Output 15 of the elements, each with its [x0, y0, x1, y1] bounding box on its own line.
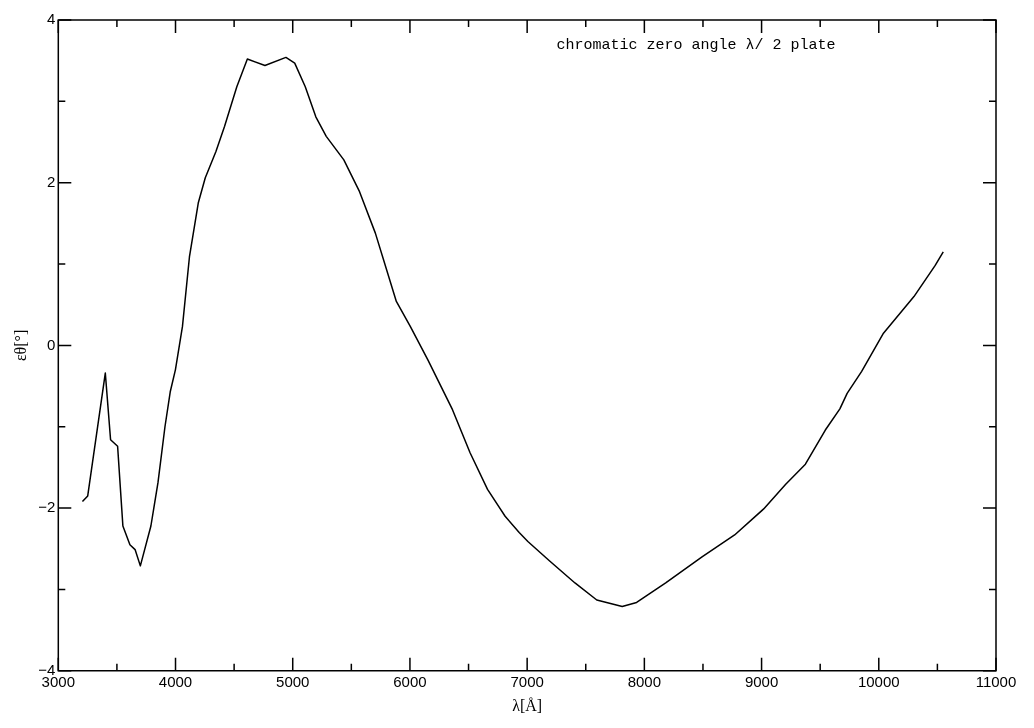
x-tick-label: 5000	[276, 672, 310, 690]
x-tick-label: 9000	[744, 672, 779, 690]
x-tick-label: 10000	[857, 672, 900, 690]
x-tick-label: 11000	[975, 672, 1017, 690]
x-tick-label: 7000	[510, 672, 544, 690]
x-tick-label: 4000	[158, 672, 193, 690]
x-tick-label: 6000	[393, 672, 427, 690]
y-axis-title: εθ[°]	[11, 329, 29, 362]
x-axis-title: λ[Å]	[512, 696, 543, 714]
y-tick-label: 4	[46, 10, 56, 28]
y-tick-label: 2	[46, 172, 56, 190]
y-tick-label: −2	[38, 498, 56, 516]
annotation: chromatic zero angle λ/ 2 plate	[556, 37, 836, 55]
y-tick-label: 0	[46, 335, 56, 353]
x-tick-label: 8000	[627, 672, 662, 690]
